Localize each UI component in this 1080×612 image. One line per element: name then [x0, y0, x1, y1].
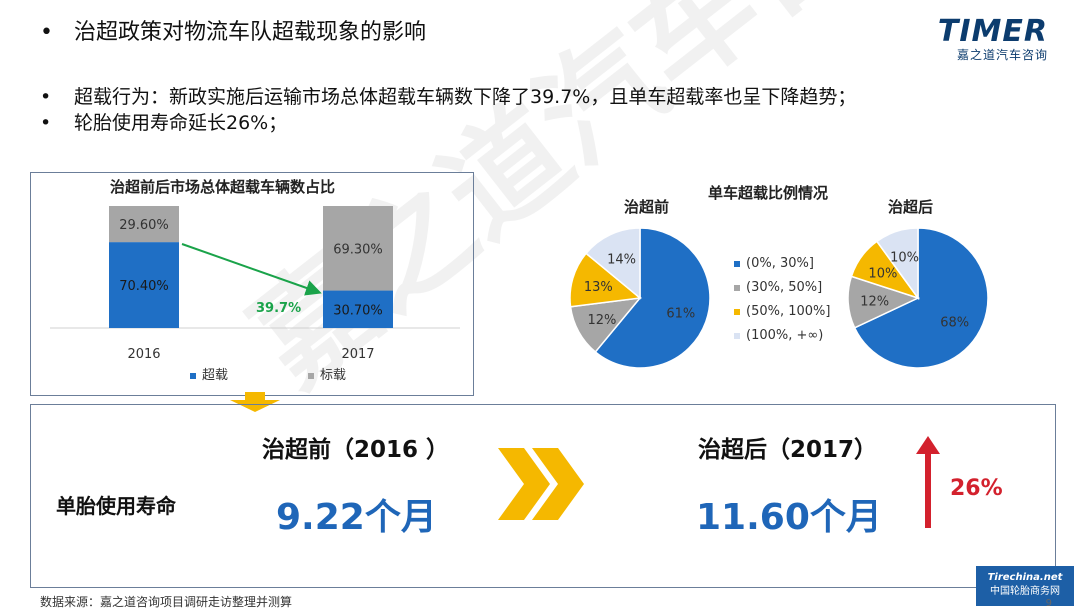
legend-standard-label: 标载 [320, 368, 347, 383]
after-value: 11.60个月 [696, 497, 882, 538]
bullet-glyph: • [40, 20, 53, 45]
tire-life-label: 单胎使用寿命 [56, 494, 176, 518]
pie1-slice-2 [569, 252, 642, 308]
pie2-label-3: 10% [890, 251, 919, 266]
pie1-slice-0 [594, 227, 711, 369]
data-source: 数据来源：嘉之道咨询项目调研走访整理并测算 [40, 595, 293, 609]
decrease-annotation: 39.7% [256, 301, 301, 316]
page-title: • 治超政策对物流车队超载现象的影响 [40, 14, 426, 46]
bar-2017-0 [323, 290, 393, 328]
bullet-2-text: 轮胎使用寿命延长26%； [74, 112, 288, 134]
up-arrow-icon [916, 436, 940, 528]
pie-legend-2: (30%, 50%] [734, 280, 822, 295]
pie2-label-0: 68% [940, 315, 969, 330]
bullet-glyph: • [40, 86, 52, 108]
pie2-label-1: 12% [860, 295, 889, 310]
pie-legend-swatch-1 [734, 260, 740, 267]
bullet-1: • 超载行为：新政实施后运输市场总体超载车辆数下降了39.7%，且单车超载率也呈下… [40, 82, 856, 109]
bar-2017-1 [323, 206, 393, 291]
pie1-label-3: 14% [607, 253, 636, 268]
pie-section-title: 单车超载比例情况 [708, 184, 829, 202]
bar-chart: 70.40% 29.60% 30.70% 69.30% 39.7% 2016 2017 [50, 206, 460, 362]
bar-2016-1 [109, 206, 179, 243]
tirechina-badge: Tirechina.net 中国轮胎商务网 [976, 566, 1074, 606]
decrease-arrow [181, 243, 322, 296]
legend-overload: 超载 [190, 364, 228, 383]
bar-label-2016-1: 29.60% [119, 218, 169, 233]
badge-line1: Tirechina.net [987, 572, 1063, 583]
logo-subtitle: 嘉之道汽车咨询 [956, 48, 1048, 62]
pie1-label-0: 61% [666, 307, 695, 322]
bullet-2: • 轮胎使用寿命延长26%； [40, 108, 287, 135]
pie-before-title: 治超前 [624, 198, 670, 216]
bullet-1-text: 超载行为：新政实施后运输市场总体超载车辆数下降了39.7%，且单车超载率也呈下降… [74, 86, 857, 108]
bullet-glyph: • [40, 112, 52, 134]
down-arrow-icon [230, 392, 280, 412]
pie-legend-swatch-4 [734, 332, 740, 339]
pie2-label-2: 10% [868, 266, 897, 281]
bar-label-2016-0: 70.40% [119, 279, 169, 294]
pie1-label-1: 12% [588, 313, 617, 328]
legend-standard: 标载 [308, 364, 346, 383]
double-chevron-right-icon [498, 448, 584, 520]
pie-legend-label-4: (100%, +∞) [746, 328, 824, 343]
bar-2016-0 [109, 242, 179, 328]
tire-life-panel [30, 404, 1056, 588]
pie-before: 61% 12% 13% 14% [569, 227, 711, 369]
pie1-label-2: 13% [584, 280, 613, 295]
pie-legend-swatch-3 [734, 308, 740, 315]
before-heading: 治超前（2016 ） [262, 437, 450, 463]
pie-legend-4: (100%, +∞) [734, 328, 823, 343]
pie-legend-label-3: (50%, 100%] [746, 304, 831, 319]
bar-chart-title: 治超前后市场总体超载车辆数占比 [110, 178, 336, 196]
pie-legend-3: (50%, 100%] [734, 304, 830, 319]
x-tick-2016: 2016 [127, 347, 160, 362]
pie-after: 68% 12% 10%10% [847, 227, 989, 369]
pie-legend-swatch-2 [734, 284, 740, 291]
pie-after-title: 治超后 [888, 198, 934, 216]
pie2-slice-3 [875, 227, 919, 301]
pie-legend-label-1: (0%, 30%] [746, 256, 814, 271]
legend-swatch-grey [308, 372, 314, 379]
pie-legend-1: (0%, 30%] [734, 256, 814, 271]
page-title-text: 治超政策对物流车队超载现象的影响 [74, 20, 427, 45]
legend-swatch-blue [190, 372, 196, 379]
before-value: 9.22个月 [276, 497, 437, 538]
bar-label-2017-0: 30.70% [333, 303, 383, 318]
pie-legend-label-2: (30%, 50%] [746, 280, 823, 295]
page-number: 9 [1045, 598, 1052, 609]
bar-label-2017-1: 69.30% [333, 242, 383, 257]
pie1-slice-3 [585, 227, 641, 300]
badge-line2: 中国轮胎商务网 [990, 586, 1060, 597]
x-tick-2017: 2017 [341, 347, 374, 362]
pie2-slice-0 [853, 227, 989, 369]
legend-overload-label: 超载 [202, 368, 229, 383]
timer-logo: TIMER [937, 14, 1048, 49]
increase-value: 26% [950, 476, 1003, 501]
after-heading: 治超后（2017） [698, 437, 878, 463]
